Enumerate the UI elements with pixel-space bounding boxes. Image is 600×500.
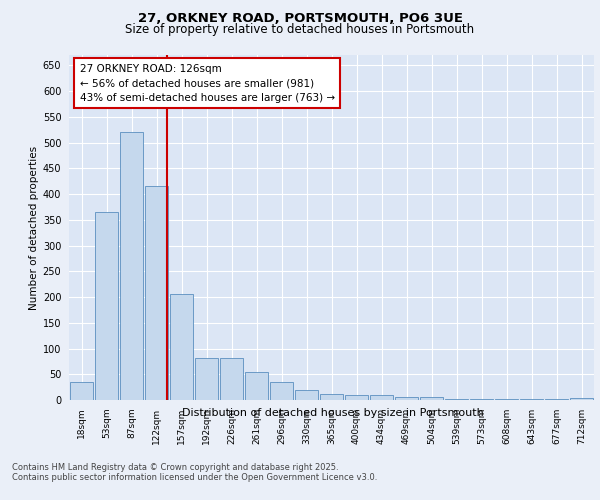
Text: 27 ORKNEY ROAD: 126sqm
← 56% of detached houses are smaller (981)
43% of semi-de: 27 ORKNEY ROAD: 126sqm ← 56% of detached… — [79, 64, 335, 103]
Bar — [295, 390, 318, 400]
Bar — [145, 186, 168, 400]
Bar — [270, 382, 293, 400]
Bar — [245, 372, 268, 400]
Bar — [420, 398, 443, 400]
Text: Distribution of detached houses by size in Portsmouth: Distribution of detached houses by size … — [182, 408, 484, 418]
Bar — [220, 358, 243, 400]
Text: Contains HM Land Registry data © Crown copyright and database right 2025.: Contains HM Land Registry data © Crown c… — [12, 462, 338, 471]
Bar — [395, 398, 418, 400]
Bar — [70, 382, 93, 400]
Bar — [370, 395, 393, 400]
Bar — [120, 132, 143, 400]
Bar — [570, 398, 593, 400]
Bar — [95, 212, 118, 400]
Bar — [170, 294, 193, 400]
Bar — [470, 399, 493, 400]
Bar — [495, 399, 518, 400]
Text: Size of property relative to detached houses in Portsmouth: Size of property relative to detached ho… — [125, 22, 475, 36]
Bar — [445, 399, 468, 400]
Text: Contains public sector information licensed under the Open Government Licence v3: Contains public sector information licen… — [12, 472, 377, 482]
Bar — [195, 358, 218, 400]
Y-axis label: Number of detached properties: Number of detached properties — [29, 146, 38, 310]
Bar — [320, 394, 343, 400]
Bar — [345, 395, 368, 400]
Text: 27, ORKNEY ROAD, PORTSMOUTH, PO6 3UE: 27, ORKNEY ROAD, PORTSMOUTH, PO6 3UE — [137, 12, 463, 26]
